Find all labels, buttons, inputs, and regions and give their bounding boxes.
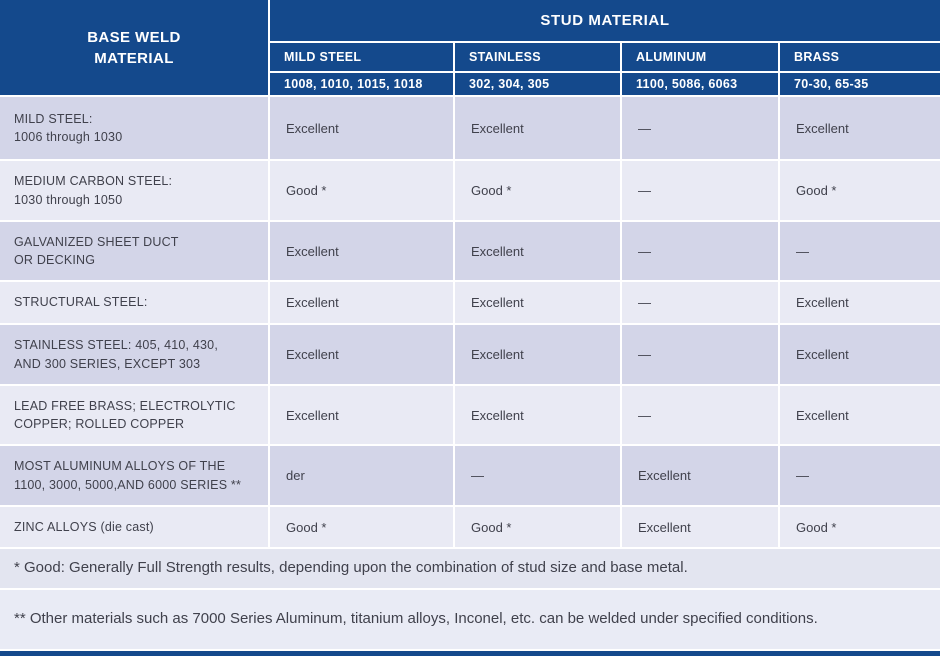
compat-cell: Excellent <box>780 97 940 159</box>
compat-cell: Excellent <box>455 222 620 280</box>
compat-cell: Good * <box>270 161 453 220</box>
row-label-lead-free-brass: LEAD FREE BRASS; ELECTROLYTIC COPPER; RO… <box>0 386 268 444</box>
compat-cell: Excellent <box>455 325 620 384</box>
footnote-other-materials: ** Other materials such as 7000 Series A… <box>0 590 940 649</box>
compat-cell: — <box>455 446 620 505</box>
compat-cell: Excellent <box>780 282 940 323</box>
compat-cell: Excellent <box>622 507 778 547</box>
footnote-good: * Good: Generally Full Strength results,… <box>0 549 940 588</box>
compat-cell: Good * <box>455 161 620 220</box>
compat-cell: Good * <box>780 161 940 220</box>
row-label-stainless-steel: STAINLESS STEEL: 405, 410, 430, AND 300 … <box>0 325 268 384</box>
compat-cell: Excellent <box>455 386 620 444</box>
row-label-medium-carbon-steel: MEDIUM CARBON STEEL: 1030 through 1050 <box>0 161 268 220</box>
compat-cell: — <box>622 386 778 444</box>
column-header-mild-steel: MILD STEEL <box>270 43 453 71</box>
column-header-stainless: STAINLESS <box>455 43 620 71</box>
compat-cell: — <box>622 325 778 384</box>
compat-cell: Good * <box>780 507 940 547</box>
compat-cell: Excellent <box>270 97 453 159</box>
compat-cell: — <box>622 222 778 280</box>
column-grades-stainless: 302, 304, 305 <box>455 73 620 95</box>
compat-cell: Good * <box>455 507 620 547</box>
compat-cell: Excellent <box>780 325 940 384</box>
column-grades-brass: 70-30, 65-35 <box>780 73 940 95</box>
compat-cell: Excellent <box>622 446 778 505</box>
compat-cell: — <box>622 97 778 159</box>
compat-cell: — <box>622 161 778 220</box>
row-label-mild-steel: MILD STEEL: 1006 through 1030 <box>0 97 268 159</box>
header-base-weld-material: BASE WELD MATERIAL <box>0 0 268 95</box>
row-label-galvanized-sheet: GALVANIZED SHEET DUCT OR DECKING <box>0 222 268 280</box>
compat-cell: — <box>780 446 940 505</box>
column-grades-aluminum: 1100, 5086, 6063 <box>622 73 778 95</box>
compat-cell: Excellent <box>270 325 453 384</box>
compat-cell: — <box>780 222 940 280</box>
compat-cell: Excellent <box>270 386 453 444</box>
compat-cell: der <box>270 446 453 505</box>
column-header-aluminum: ALUMINUM <box>622 43 778 71</box>
compat-cell: Good * <box>270 507 453 547</box>
compat-cell: Excellent <box>780 386 940 444</box>
compat-cell: Excellent <box>455 97 620 159</box>
compat-cell: — <box>622 282 778 323</box>
column-grades-mild-steel: 1008, 1010, 1015, 1018 <box>270 73 453 95</box>
row-label-structural-steel: STRUCTURAL STEEL: <box>0 282 268 323</box>
compat-cell: Excellent <box>455 282 620 323</box>
header-stud-material: STUD MATERIAL <box>270 0 940 41</box>
row-label-zinc-alloys: ZINC ALLOYS (die cast) <box>0 507 268 547</box>
row-label-aluminum-alloys: MOST ALUMINUM ALLOYS OF THE 1100, 3000, … <box>0 446 268 505</box>
compat-cell: Excellent <box>270 282 453 323</box>
bottom-accent-bar <box>0 651 940 656</box>
compat-cell: Excellent <box>270 222 453 280</box>
column-header-brass: BRASS <box>780 43 940 71</box>
